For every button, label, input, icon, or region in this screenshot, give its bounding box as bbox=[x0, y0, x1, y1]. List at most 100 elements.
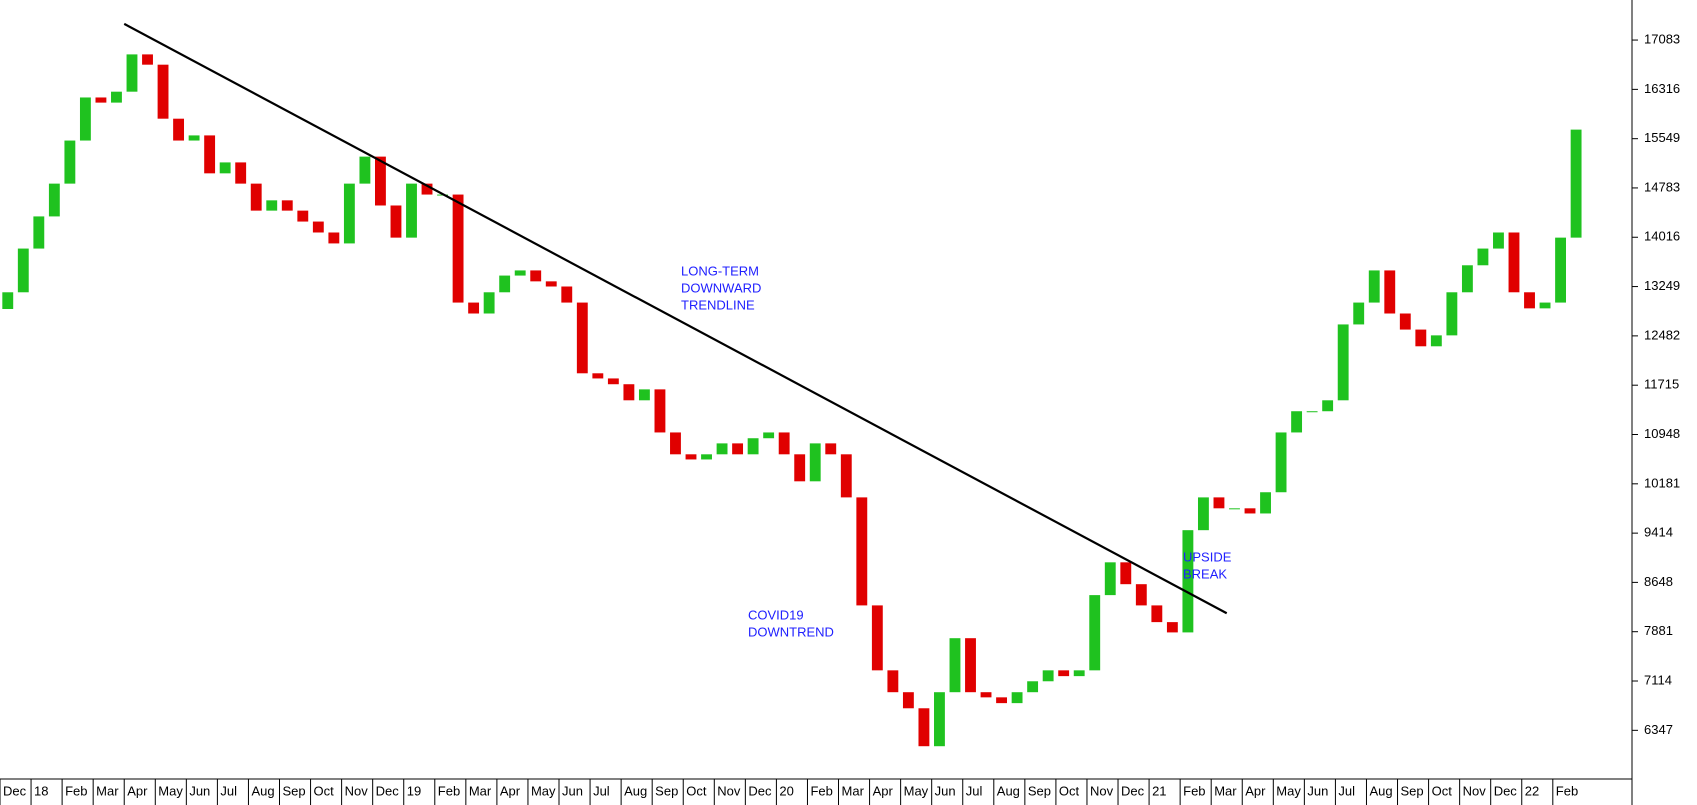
candle bbox=[188, 135, 200, 141]
y-tick-label: 13249 bbox=[1644, 278, 1680, 293]
candle bbox=[1089, 595, 1101, 671]
candle bbox=[514, 270, 526, 276]
x-tick-label: Jul bbox=[593, 783, 610, 798]
candle bbox=[965, 638, 976, 693]
y-tick-label: 14783 bbox=[1644, 179, 1680, 194]
x-tick-label: Jun bbox=[935, 783, 956, 798]
candle bbox=[996, 697, 1007, 704]
y-tick-label: 7114 bbox=[1644, 672, 1672, 687]
x-tick-label: Jul bbox=[1338, 783, 1355, 798]
candle bbox=[1446, 292, 1458, 336]
x-tick-label: Jul bbox=[966, 783, 983, 798]
candle bbox=[452, 194, 464, 303]
candle bbox=[33, 216, 45, 249]
x-tick-label: Aug bbox=[997, 783, 1020, 798]
candle bbox=[483, 292, 495, 314]
candle bbox=[499, 275, 511, 293]
x-tick-label: Feb bbox=[1183, 783, 1205, 798]
candle bbox=[794, 454, 806, 482]
x-tick-label: Feb bbox=[438, 783, 460, 798]
candle bbox=[545, 281, 557, 287]
x-tick-label: Aug bbox=[624, 783, 647, 798]
x-tick-label: Mar bbox=[96, 783, 119, 798]
candle bbox=[1322, 400, 1334, 412]
x-tick-label: Nov bbox=[1463, 783, 1487, 798]
candle bbox=[949, 638, 961, 693]
candle bbox=[1135, 584, 1147, 606]
candle bbox=[918, 708, 930, 747]
x-tick-label: Jun bbox=[1307, 783, 1328, 798]
candle bbox=[468, 302, 480, 314]
candle bbox=[1353, 302, 1365, 325]
candle bbox=[561, 286, 573, 303]
annotation: BREAK bbox=[1183, 566, 1227, 581]
x-tick-label: Feb bbox=[65, 783, 87, 798]
candle bbox=[747, 438, 759, 455]
candle bbox=[1073, 670, 1085, 677]
candle bbox=[406, 183, 417, 238]
candle bbox=[1539, 302, 1551, 309]
annotation: COVID19 bbox=[748, 607, 804, 622]
x-tick-label: Oct bbox=[686, 783, 707, 798]
candle bbox=[281, 200, 293, 211]
candle bbox=[79, 97, 91, 141]
x-tick-label: Sep bbox=[1401, 783, 1424, 798]
candle bbox=[2, 292, 14, 310]
x-tick-label: 22 bbox=[1525, 783, 1539, 798]
y-tick-label: 9414 bbox=[1644, 525, 1673, 540]
candle bbox=[934, 692, 945, 747]
candle bbox=[312, 221, 324, 233]
candle bbox=[592, 373, 604, 379]
candle bbox=[1104, 562, 1116, 596]
annotation: DOWNWARD bbox=[681, 280, 761, 295]
x-tick-label: May bbox=[1276, 783, 1301, 798]
candle bbox=[887, 670, 899, 693]
candle bbox=[840, 454, 852, 498]
candle bbox=[623, 384, 635, 401]
candle bbox=[204, 135, 216, 174]
y-tick-label: 8648 bbox=[1644, 574, 1673, 589]
y-tick-label: 15549 bbox=[1644, 130, 1680, 145]
candle bbox=[871, 605, 883, 671]
x-tick-label: 19 bbox=[407, 783, 421, 798]
candle bbox=[1555, 237, 1567, 303]
x-tick-label: Feb bbox=[810, 783, 832, 798]
x-tick-label: Oct bbox=[1059, 783, 1080, 798]
candle bbox=[1291, 411, 1303, 433]
candle bbox=[1058, 670, 1070, 677]
candle bbox=[1461, 265, 1473, 293]
candle bbox=[825, 443, 837, 455]
candle bbox=[48, 183, 60, 217]
candle bbox=[1244, 508, 1256, 514]
candle bbox=[1182, 530, 1194, 633]
candle bbox=[902, 692, 914, 709]
candle bbox=[654, 389, 666, 433]
candle bbox=[17, 248, 29, 293]
x-tick-label: Apr bbox=[500, 783, 521, 798]
y-tick-label: 11715 bbox=[1644, 377, 1679, 392]
y-tick-label: 7881 bbox=[1644, 623, 1673, 638]
y-tick-label: 6347 bbox=[1644, 722, 1673, 737]
candle bbox=[856, 497, 868, 606]
candle bbox=[1042, 670, 1054, 682]
x-tick-label: Oct bbox=[1432, 783, 1453, 798]
candle bbox=[1524, 292, 1535, 309]
x-tick-label: Aug bbox=[1369, 783, 1392, 798]
y-tick-label: 10181 bbox=[1644, 475, 1680, 490]
x-tick-label: Dec bbox=[376, 783, 400, 798]
candle bbox=[1368, 270, 1380, 303]
y-tick-label: 17083 bbox=[1644, 31, 1680, 46]
candle bbox=[235, 162, 247, 184]
x-tick-label: Nov bbox=[1090, 783, 1114, 798]
x-tick-label: 20 bbox=[779, 783, 793, 798]
x-tick-label: Nov bbox=[345, 783, 369, 798]
x-tick-label: Apr bbox=[1245, 783, 1266, 798]
candle bbox=[1229, 508, 1240, 510]
candle bbox=[576, 302, 588, 374]
x-tick-label: Apr bbox=[873, 783, 894, 798]
candle bbox=[1477, 248, 1489, 266]
candle bbox=[701, 454, 712, 460]
candle bbox=[111, 91, 122, 103]
trendline bbox=[123, 22, 1228, 615]
